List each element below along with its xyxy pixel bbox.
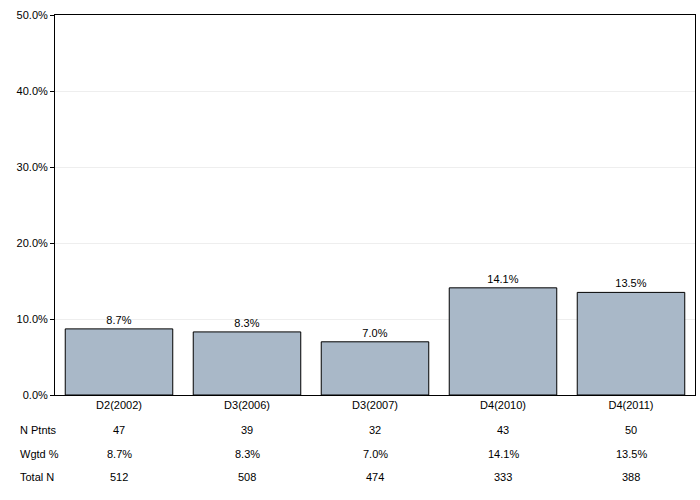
svg-text:13.5%: 13.5%	[616, 448, 647, 460]
svg-text:0.0%: 0.0%	[23, 389, 48, 401]
svg-text:D3(2006): D3(2006)	[224, 399, 270, 411]
svg-text:8.7%: 8.7%	[107, 448, 132, 460]
svg-text:8.3%: 8.3%	[235, 448, 260, 460]
svg-text:50.0%: 50.0%	[17, 9, 48, 21]
svg-text:32: 32	[369, 424, 381, 436]
svg-text:8.7%: 8.7%	[106, 314, 131, 326]
svg-text:N Ptnts: N Ptnts	[20, 424, 57, 436]
svg-text:D4(2010): D4(2010)	[480, 399, 526, 411]
svg-text:20.0%: 20.0%	[17, 237, 48, 249]
svg-text:14.1%: 14.1%	[488, 448, 519, 460]
svg-text:14.1%: 14.1%	[487, 273, 518, 285]
svg-text:D2(2002): D2(2002)	[96, 399, 142, 411]
svg-text:508: 508	[238, 471, 256, 483]
svg-text:13.5%: 13.5%	[615, 277, 646, 289]
svg-text:7.0%: 7.0%	[362, 327, 387, 339]
svg-text:D3(2007): D3(2007)	[352, 399, 398, 411]
svg-text:10.0%: 10.0%	[17, 313, 48, 325]
svg-text:7.0%: 7.0%	[363, 448, 388, 460]
svg-text:39: 39	[241, 424, 253, 436]
svg-text:Wgtd %: Wgtd %	[20, 448, 59, 460]
svg-text:40.0%: 40.0%	[17, 85, 48, 97]
svg-text:47: 47	[113, 424, 125, 436]
svg-text:8.3%: 8.3%	[234, 317, 259, 329]
svg-text:Total N: Total N	[20, 471, 54, 483]
svg-text:333: 333	[494, 471, 512, 483]
svg-text:50: 50	[625, 424, 637, 436]
svg-text:512: 512	[110, 471, 128, 483]
svg-text:D4(2011): D4(2011)	[608, 399, 653, 411]
svg-text:30.0%: 30.0%	[17, 161, 48, 173]
svg-text:474: 474	[366, 471, 384, 483]
svg-text:43: 43	[497, 424, 509, 436]
svg-text:388: 388	[622, 471, 640, 483]
